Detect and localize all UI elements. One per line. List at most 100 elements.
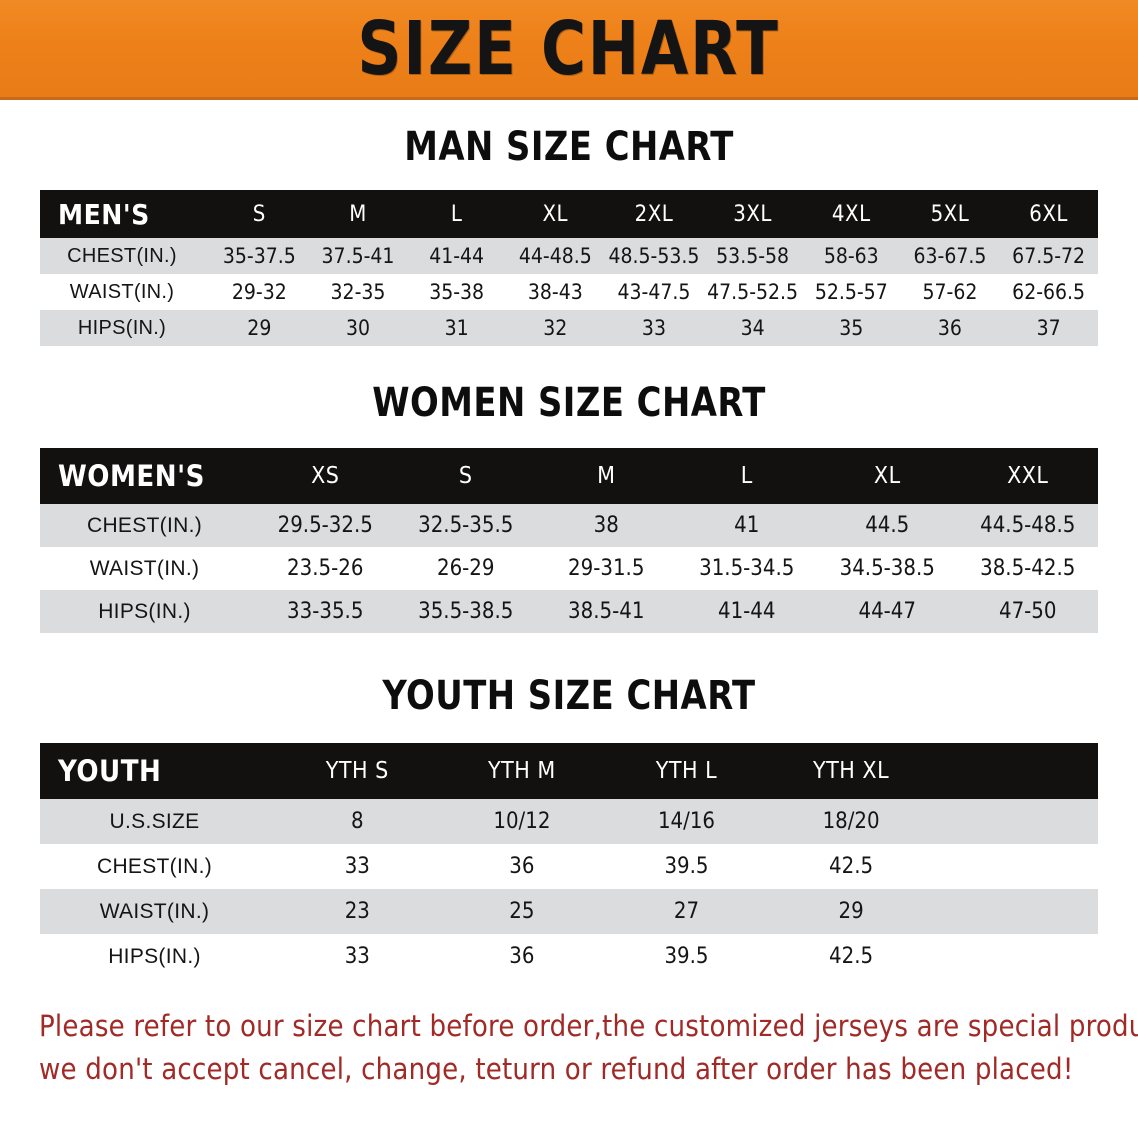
youth-cell-3-2: 39.5 bbox=[664, 944, 709, 969]
table-row: U.S.SIZE 8 10/12 14/16 18/20 bbox=[40, 799, 1098, 844]
man-cell-2-0: 29 bbox=[247, 316, 272, 340]
table-row: CHEST(IN.) 33 36 39.5 42.5 bbox=[40, 844, 1098, 889]
youth-header-row: YOUTH YTH S YTH M YTH L YTH XL bbox=[40, 743, 1098, 799]
women-row-label-2: HIPS(IN.) bbox=[98, 599, 191, 623]
man-cell-0-1: 37.5-41 bbox=[321, 244, 395, 268]
youth-cell-0-1: 10/12 bbox=[493, 809, 551, 834]
man-cell-2-2: 31 bbox=[444, 316, 469, 340]
women-column-header-5: XXL bbox=[1007, 463, 1049, 489]
man-size-table: MEN'S S M L XL 2XL 3XL 4XL 5XL 6XL CHEST… bbox=[40, 190, 1098, 346]
women-column-header-4: XL bbox=[873, 463, 901, 489]
size-chart-banner: SIZE CHART bbox=[0, 0, 1138, 100]
man-size-table-wrapper: MEN'S S M L XL 2XL 3XL 4XL 5XL 6XL CHEST… bbox=[40, 190, 1098, 346]
women-cell-0-0: 29.5-32.5 bbox=[277, 513, 373, 538]
man-cell-2-8: 37 bbox=[1036, 316, 1061, 340]
women-cell-0-5: 44.5-48.5 bbox=[980, 513, 1076, 538]
man-cell-0-8: 67.5-72 bbox=[1012, 244, 1086, 268]
youth-cell-3-1: 36 bbox=[509, 944, 535, 969]
youth-cell-1-3: 42.5 bbox=[829, 854, 874, 879]
man-cell-2-3: 32 bbox=[543, 316, 568, 340]
women-column-header-0: XS bbox=[311, 463, 340, 489]
women-table-head: WOMEN'S XS S M L XL XXL bbox=[40, 448, 1098, 504]
youth-corner-label: YOUTH bbox=[58, 754, 162, 788]
man-column-header-7: 5XL bbox=[930, 201, 970, 227]
man-cell-0-2: 41-44 bbox=[429, 244, 485, 268]
youth-size-table-wrapper: YOUTH YTH S YTH M YTH L YTH XL U.S.SIZE … bbox=[40, 743, 1098, 979]
women-size-table: WOMEN'S XS S M L XL XXL CHEST(IN.) 29.5-… bbox=[40, 448, 1098, 633]
man-column-header-0: S bbox=[252, 201, 266, 227]
women-column-header-2: M bbox=[597, 463, 616, 489]
youth-column-header-1: YTH M bbox=[488, 758, 556, 784]
women-cell-2-2: 38.5-41 bbox=[568, 599, 645, 624]
women-corner-label: WOMEN'S bbox=[58, 459, 205, 493]
man-cell-1-4: 43-47.5 bbox=[617, 280, 691, 304]
man-cell-1-6: 52.5-57 bbox=[814, 280, 888, 304]
man-cell-1-7: 57-62 bbox=[922, 280, 978, 304]
man-cell-1-2: 35-38 bbox=[429, 280, 485, 304]
man-cell-2-1: 30 bbox=[345, 316, 370, 340]
man-cell-1-8: 62-66.5 bbox=[1012, 280, 1086, 304]
women-row-label-1: WAIST(IN.) bbox=[89, 556, 200, 580]
return-policy-note: Please refer to our size chart before or… bbox=[39, 1005, 1138, 1091]
man-table-body: CHEST(IN.) 35-37.5 37.5-41 41-44 44-48.5… bbox=[40, 238, 1098, 346]
youth-cell-3-3: 42.5 bbox=[829, 944, 874, 969]
man-column-header-8: 6XL bbox=[1029, 201, 1068, 227]
youth-row-label-2: WAIST(IN.) bbox=[99, 899, 210, 923]
women-column-header-3: L bbox=[740, 463, 753, 489]
youth-cell-0-4 bbox=[933, 799, 1098, 844]
man-cell-2-7: 36 bbox=[937, 316, 962, 340]
youth-column-header-2: YTH L bbox=[655, 758, 718, 784]
youth-size-table: YOUTH YTH S YTH M YTH L YTH XL U.S.SIZE … bbox=[40, 743, 1098, 979]
youth-table-head: YOUTH YTH S YTH M YTH L YTH XL bbox=[40, 743, 1098, 799]
man-cell-0-3: 44-48.5 bbox=[518, 244, 592, 268]
women-cell-1-2: 29-31.5 bbox=[568, 556, 645, 581]
youth-cell-3-4 bbox=[933, 934, 1098, 979]
women-table-body: CHEST(IN.) 29.5-32.5 32.5-35.5 38 41 44.… bbox=[40, 504, 1098, 633]
man-cell-2-5: 34 bbox=[740, 316, 765, 340]
man-cell-1-0: 29-32 bbox=[231, 280, 287, 304]
youth-cell-1-2: 39.5 bbox=[664, 854, 709, 879]
youth-cell-0-0: 8 bbox=[351, 809, 364, 834]
youth-column-header-4 bbox=[933, 743, 1098, 799]
man-column-header-4: 2XL bbox=[634, 201, 674, 227]
women-cell-2-4: 44-47 bbox=[858, 599, 916, 624]
man-cell-0-6: 58-63 bbox=[823, 244, 879, 268]
man-column-header-5: 3XL bbox=[733, 201, 772, 227]
man-table-head: MEN'S S M L XL 2XL 3XL 4XL 5XL 6XL bbox=[40, 190, 1098, 238]
man-cell-0-5: 53.5-58 bbox=[716, 244, 790, 268]
table-row: WAIST(IN.) 29-32 32-35 35-38 38-43 43-47… bbox=[40, 274, 1098, 310]
youth-row-label-3: HIPS(IN.) bbox=[108, 944, 201, 968]
man-column-header-3: XL bbox=[542, 201, 569, 227]
youth-cell-2-4 bbox=[933, 889, 1098, 934]
man-row-label-0: CHEST(IN.) bbox=[67, 244, 177, 267]
man-row-label-1: WAIST(IN.) bbox=[69, 280, 175, 303]
women-cell-0-1: 32.5-35.5 bbox=[418, 513, 514, 538]
youth-cell-0-2: 14/16 bbox=[657, 809, 715, 834]
banner-title: SIZE CHART bbox=[357, 5, 781, 92]
table-row: HIPS(IN.) 33-35.5 35.5-38.5 38.5-41 41-4… bbox=[40, 590, 1098, 633]
women-cell-1-4: 34.5-38.5 bbox=[839, 556, 935, 581]
women-cell-0-3: 41 bbox=[734, 513, 760, 538]
man-cell-1-3: 38-43 bbox=[527, 280, 583, 304]
man-cell-0-4: 48.5-53.5 bbox=[608, 244, 700, 268]
youth-cell-1-1: 36 bbox=[509, 854, 535, 879]
youth-cell-0-3: 18/20 bbox=[822, 809, 880, 834]
man-cell-0-0: 35-37.5 bbox=[222, 244, 296, 268]
man-column-header-6: 4XL bbox=[831, 201, 871, 227]
women-cell-2-0: 33-35.5 bbox=[287, 599, 364, 624]
man-row-label-2: HIPS(IN.) bbox=[77, 316, 167, 339]
table-row: WAIST(IN.) 23 25 27 29 bbox=[40, 889, 1098, 934]
youth-row-label-1: CHEST(IN.) bbox=[97, 854, 212, 878]
table-row: CHEST(IN.) 35-37.5 37.5-41 41-44 44-48.5… bbox=[40, 238, 1098, 274]
man-cell-2-6: 35 bbox=[839, 316, 864, 340]
youth-column-header-3: YTH XL bbox=[813, 758, 890, 784]
women-cell-1-3: 31.5-34.5 bbox=[699, 556, 795, 581]
man-section-title: MAN SIZE CHART bbox=[404, 124, 734, 170]
youth-cell-2-0: 23 bbox=[344, 899, 370, 924]
women-cell-2-3: 41-44 bbox=[717, 599, 776, 624]
youth-cell-3-0: 33 bbox=[344, 944, 370, 969]
man-cell-1-1: 32-35 bbox=[330, 280, 386, 304]
youth-section-title: YOUTH SIZE CHART bbox=[382, 673, 756, 719]
table-row: CHEST(IN.) 29.5-32.5 32.5-35.5 38 41 44.… bbox=[40, 504, 1098, 547]
man-cell-0-7: 63-67.5 bbox=[913, 244, 987, 268]
